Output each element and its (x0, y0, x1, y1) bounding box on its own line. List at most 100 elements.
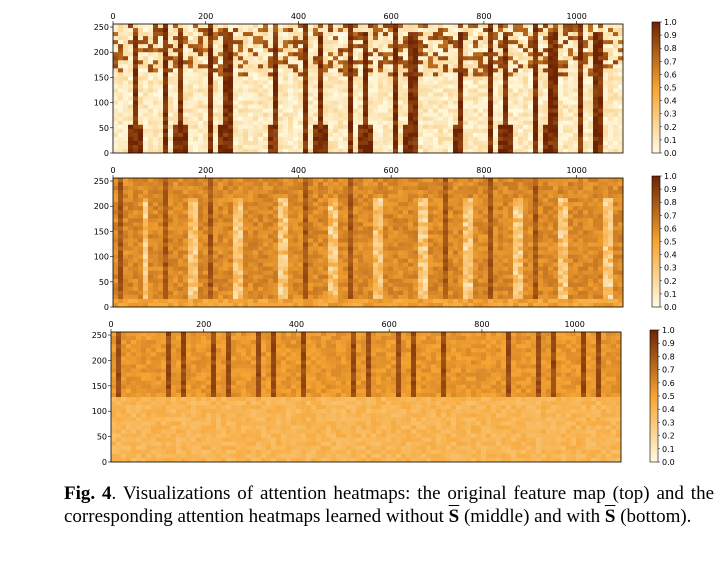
heatmap-cell (583, 108, 589, 113)
heatmap-cell (263, 100, 269, 105)
heatmap-cell (253, 136, 259, 142)
heatmap-cell (433, 202, 439, 207)
heatmap-cell (408, 96, 414, 101)
heatmap-cell (418, 72, 424, 77)
heatmap-cell (543, 222, 549, 227)
heatmap-cell (298, 198, 304, 203)
heatmap-cell (308, 178, 314, 183)
heatmap-cell (363, 218, 369, 223)
heatmap-cell (368, 52, 374, 57)
heatmap-cell (153, 210, 159, 215)
heatmap-cell (278, 36, 284, 41)
heatmap-cell (418, 56, 424, 61)
heatmap-cell (253, 32, 259, 37)
heatmap-cell (548, 186, 554, 191)
heatmap-cell (503, 194, 509, 199)
heatmap-cell (428, 186, 434, 191)
heatmap-cell (403, 108, 409, 113)
heatmap-cell (133, 44, 139, 49)
heatmap-cell (508, 132, 514, 138)
heatmap-cell (173, 144, 179, 150)
heatmap-cell (213, 144, 219, 150)
heatmap-cell (173, 32, 179, 37)
heatmap-cell (568, 226, 574, 231)
heatmap-cell (133, 190, 139, 195)
heatmap-cell (198, 36, 204, 41)
heatmap-cell (183, 190, 189, 195)
heatmap-cell (398, 28, 404, 33)
heatmap-cell (193, 148, 199, 154)
heatmap-cell (343, 28, 349, 33)
heatmap-cell (593, 144, 599, 150)
heatmap-cell (443, 44, 449, 49)
heatmap-cell (583, 100, 589, 105)
heatmap-cell (553, 76, 559, 81)
heatmap-cell (188, 48, 194, 53)
heatmap-cell (183, 222, 189, 227)
heatmap-cell (453, 92, 459, 97)
heatmap-cell (573, 234, 579, 239)
heatmap-cell (353, 222, 359, 227)
heatmap-cell (408, 182, 414, 187)
heatmap-cell (608, 88, 614, 93)
heatmap-cell (403, 140, 409, 146)
heatmap-cell (378, 112, 384, 118)
heatmap-cell (523, 206, 529, 211)
heatmap-cell (303, 144, 309, 150)
heatmap-cell (238, 214, 244, 219)
heatmap-cell (483, 132, 489, 138)
heatmap-cell (473, 206, 479, 211)
heatmap-cell (143, 132, 149, 138)
heatmap-cell (538, 198, 544, 203)
heatmap-cell (258, 76, 264, 81)
heatmap-cell (528, 84, 534, 89)
heatmap-cell (393, 120, 399, 126)
heatmap-cell (258, 148, 264, 154)
heatmap-cell (218, 80, 224, 85)
heatmap-cell (363, 202, 369, 207)
heatmap-cell (113, 206, 119, 211)
heatmap-cell (288, 24, 294, 29)
heatmap-cell (193, 52, 199, 57)
heatmap-cell (188, 68, 194, 73)
heatmap-cell (308, 124, 314, 130)
heatmap-cell (488, 194, 494, 199)
heatmap-cell (123, 60, 129, 65)
heatmap-cell (458, 238, 464, 243)
heatmap-cell (283, 214, 289, 219)
heatmap-cell (563, 68, 569, 73)
heatmap-cell (483, 144, 489, 150)
heatmap-cell (363, 186, 369, 191)
heatmap-cell (343, 132, 349, 138)
heatmap-cell (413, 32, 419, 37)
heatmap-cell (453, 48, 459, 53)
heatmap-cell (203, 36, 209, 41)
heatmap-cell (238, 148, 244, 154)
heatmap-cell (583, 222, 589, 227)
heatmap-cell (473, 112, 479, 118)
heatmap-cell (588, 238, 594, 243)
heatmap-cell (233, 194, 239, 199)
heatmap-cell (318, 28, 324, 33)
heatmap-cell (428, 104, 434, 109)
heatmap-cell (513, 96, 519, 101)
heatmap-cell (258, 40, 264, 45)
heatmap-cell (503, 214, 509, 219)
heatmap-cell (578, 136, 584, 142)
heatmap-cell (353, 194, 359, 199)
heatmap-cell (273, 40, 279, 45)
heatmap-cell (428, 112, 434, 118)
heatmap-cell (598, 234, 604, 239)
heatmap-cell (408, 210, 414, 215)
heatmap-cell (603, 100, 609, 105)
heatmap-cell (248, 182, 254, 187)
heatmap-cell (143, 202, 149, 207)
heatmap-cell (358, 64, 364, 69)
heatmap-cell (483, 68, 489, 73)
heatmap-cell (338, 60, 344, 65)
heatmap-cell (513, 210, 519, 215)
heatmap-cell (603, 40, 609, 45)
heatmap-cell (303, 48, 309, 53)
heatmap-cell (178, 104, 184, 109)
heatmap-cell (533, 218, 539, 223)
